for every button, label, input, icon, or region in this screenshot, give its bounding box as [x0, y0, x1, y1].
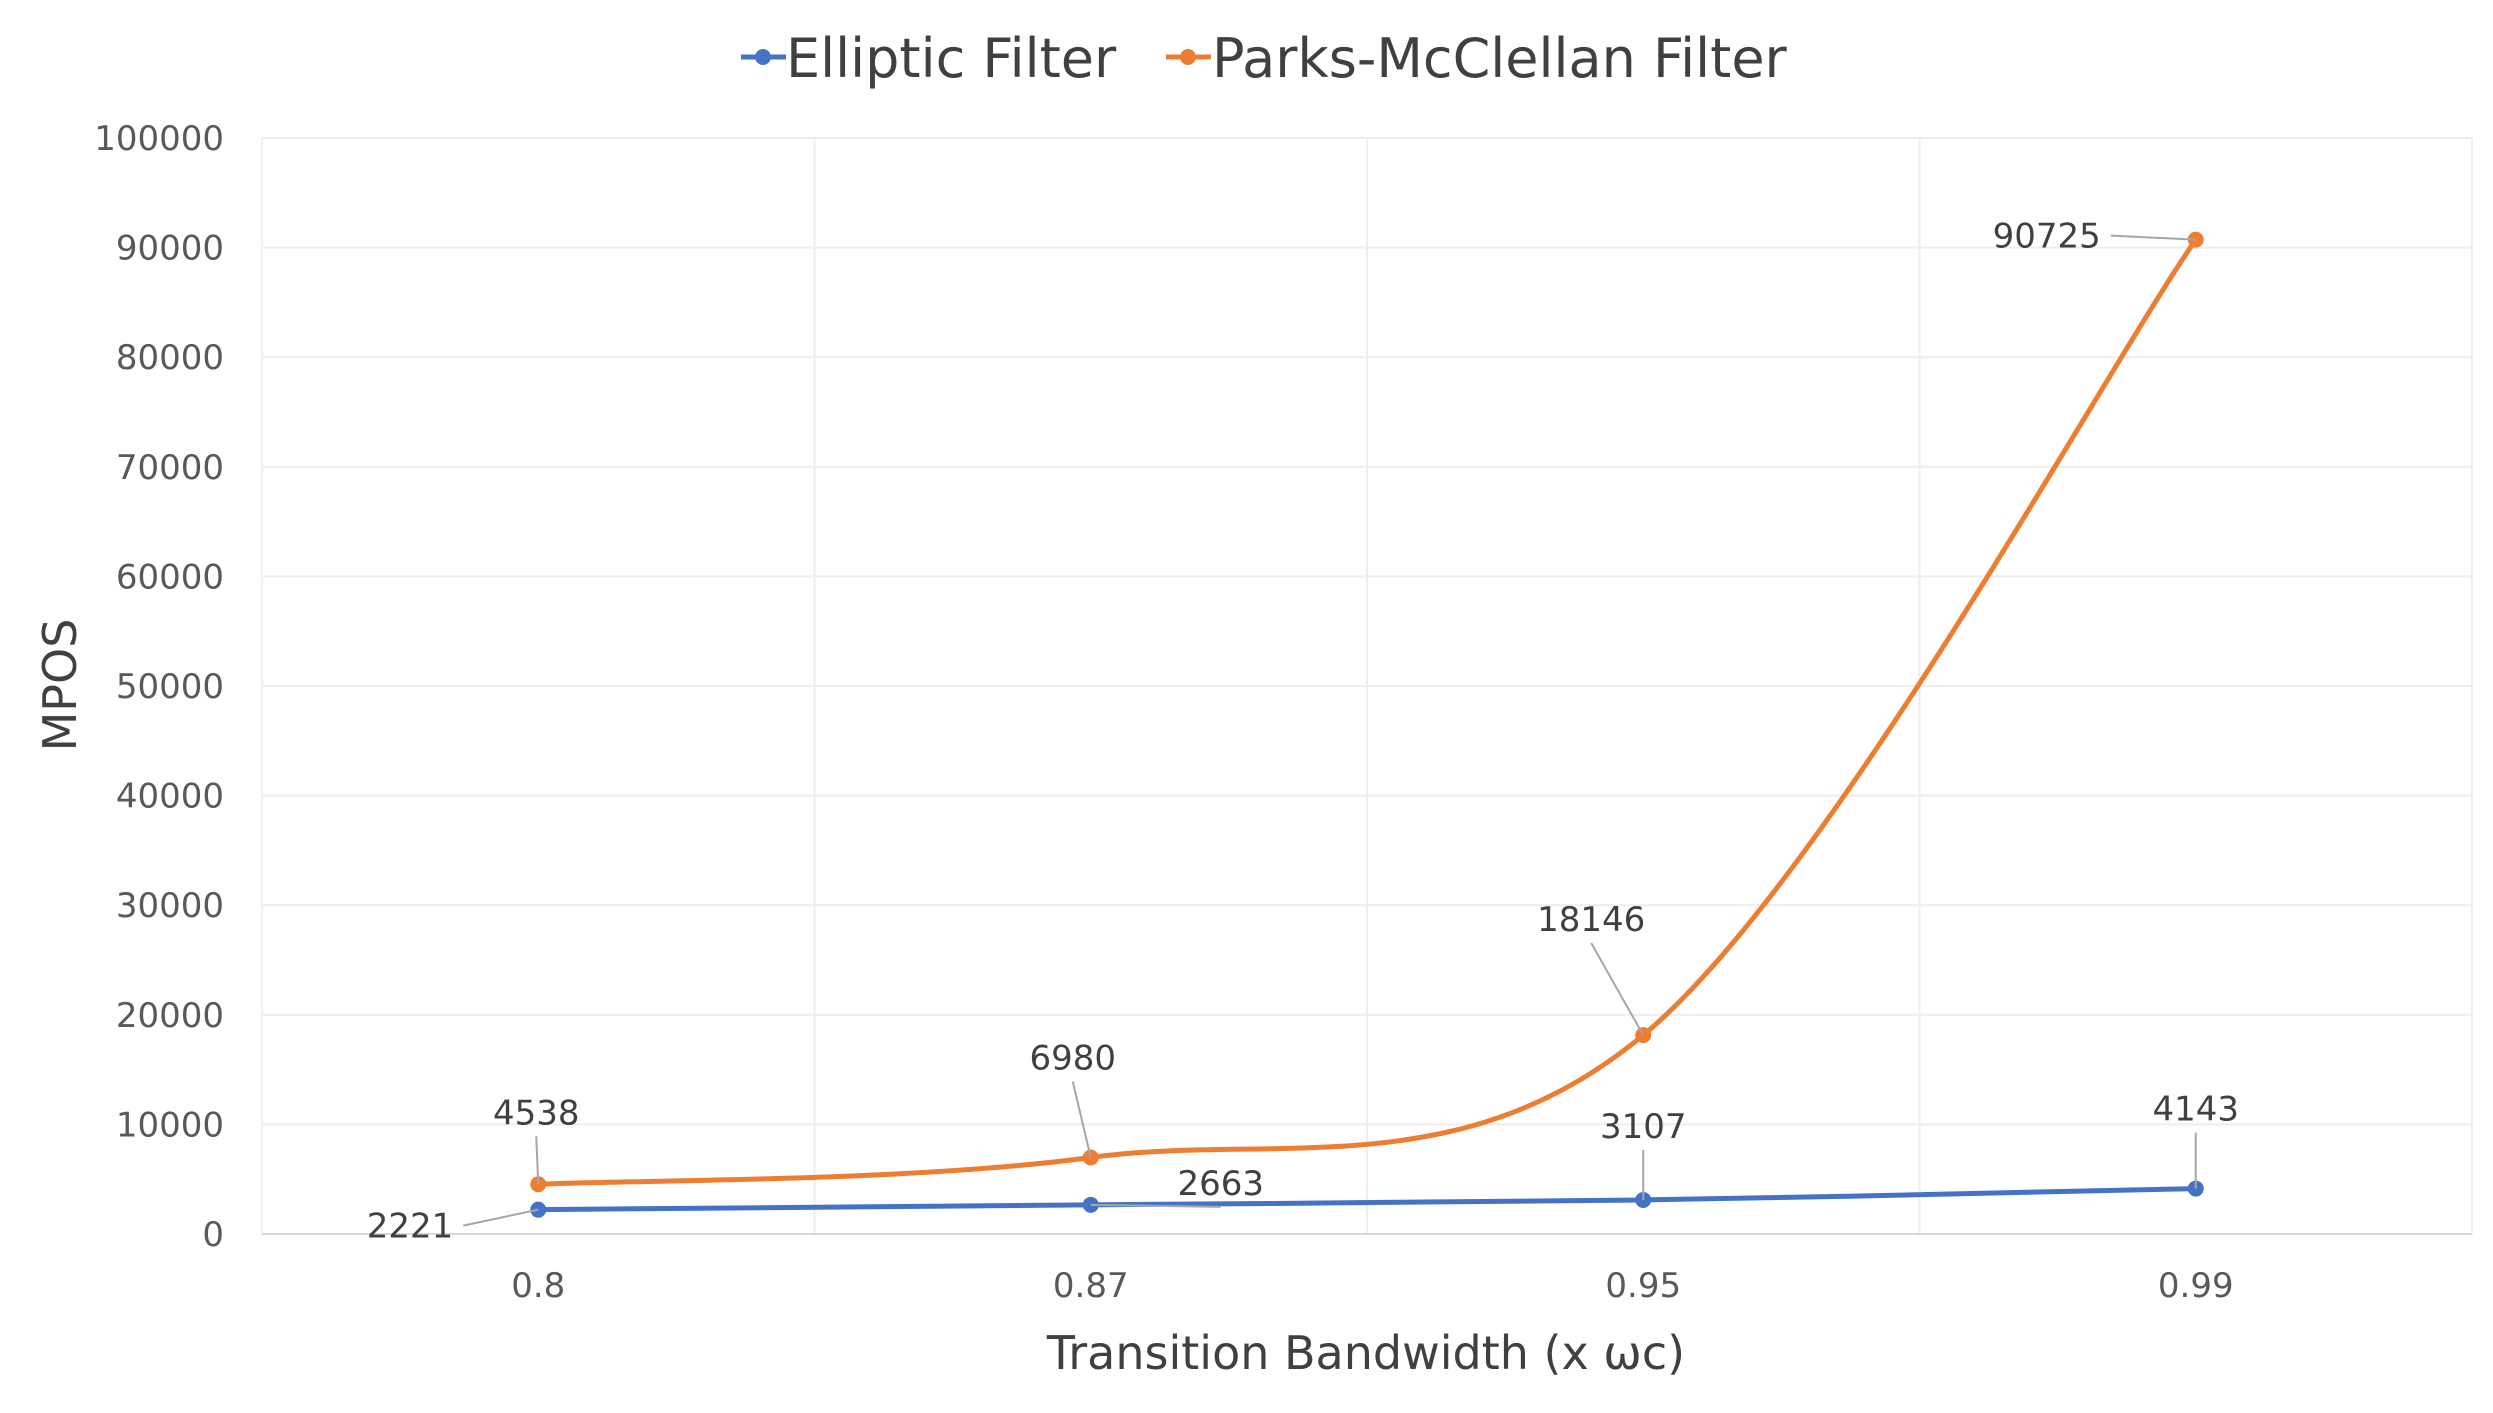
data-label-elliptic: 3107: [1600, 1107, 1687, 1147]
data-label-elliptic: 2663: [1177, 1164, 1264, 1204]
legend: Elliptic Filter Parks-McClellan Filter: [741, 27, 1788, 90]
gridlines: [261, 137, 2473, 1234]
y-tick-label: 60000: [116, 557, 224, 597]
x-tick-label: 0.8: [511, 1266, 565, 1306]
y-tick-label: 40000: [116, 777, 224, 817]
y-tick-label: 70000: [116, 448, 224, 488]
label-leader-line: [1071, 1081, 1092, 1158]
series-line-parks-mcclellan: [535, 237, 2199, 1187]
data-label-elliptic: 2221: [367, 1207, 454, 1247]
data-labels: 2221 2663 3107 4143 4538 6980 18146 90725: [367, 217, 2239, 1247]
x-tick-label: 0.95: [1605, 1266, 1681, 1306]
legend-label-parks-mcclellan: Parks-McClellan Filter: [1212, 27, 1788, 90]
y-tick-label: 30000: [116, 886, 224, 926]
x-tick-label: 0.87: [1053, 1266, 1129, 1306]
data-label-parks-mcclellan: 4538: [493, 1093, 580, 1133]
label-leader-line: [535, 1136, 540, 1185]
label-leader-line: [2110, 234, 2196, 241]
y-axis-title: MPOS: [33, 619, 87, 752]
y-tick-label: 20000: [116, 996, 224, 1036]
series-line-elliptic: [535, 1186, 2199, 1213]
y-tick-label: 90000: [116, 229, 224, 269]
data-label-elliptic: 4143: [2152, 1090, 2239, 1130]
y-tick-label: 0: [202, 1215, 224, 1255]
y-tick-label: 50000: [116, 667, 224, 707]
label-leader-line: [1590, 942, 1645, 1036]
x-tick-labels: 0.8 0.87 0.95 0.99: [511, 1266, 2233, 1306]
label-leader-line: [1090, 1203, 1221, 1208]
data-label-parks-mcclellan: 90725: [1993, 217, 2101, 257]
legend-label-elliptic: Elliptic Filter: [786, 27, 1117, 90]
y-tick-labels: 0 10000 20000 30000 40000 50000 60000 70000 8000…: [94, 119, 224, 1255]
y-tick-label: 80000: [116, 338, 224, 378]
legend-marker-elliptic: [755, 49, 771, 65]
y-tick-label: 10000: [116, 1105, 224, 1145]
x-tick-label: 0.99: [2158, 1266, 2234, 1306]
data-label-parks-mcclellan: 6980: [1029, 1038, 1116, 1078]
series: [530, 231, 2204, 1218]
legend-marker-parks-mcclellan: [1180, 49, 1196, 65]
label-leader-line: [463, 1208, 539, 1227]
legend-item-parks-mcclellan[interactable]: Parks-McClellan Filter: [1166, 27, 1788, 90]
data-label-parks-mcclellan: 18146: [1537, 900, 1645, 940]
y-tick-label: 100000: [94, 119, 224, 159]
legend-item-elliptic[interactable]: Elliptic Filter: [741, 27, 1117, 90]
x-axis-title: Transition Bandwidth (x ωc): [1046, 1326, 1685, 1380]
